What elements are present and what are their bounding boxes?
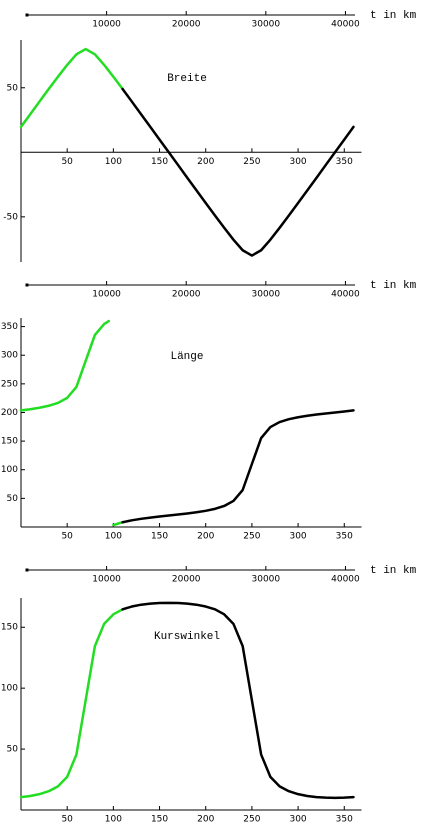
annotation: Länge — [170, 351, 203, 363]
x-tick-label: 150 — [151, 815, 168, 825]
x-tick-label: 50 — [61, 157, 73, 167]
x-tick-label: 350 — [336, 157, 353, 167]
x-tick-label: 300 — [289, 815, 306, 825]
y-tick-label: 350 — [1, 322, 18, 332]
top-tick-label: 20000 — [172, 20, 201, 30]
top-axis-origin — [25, 283, 29, 287]
top-tick-label: 30000 — [252, 290, 281, 300]
x-tick-label: 100 — [105, 532, 122, 542]
top-tick-label: 40000 — [331, 20, 360, 30]
x-tick-label: 300 — [289, 532, 306, 542]
x-tick-label: 50 — [61, 532, 73, 542]
x-tick-label: 200 — [197, 532, 214, 542]
top-tick-label: 30000 — [252, 575, 281, 585]
y-tick-label: 150 — [1, 623, 18, 633]
data-line — [121, 601, 355, 800]
top-axis-label: t in km — [370, 565, 417, 577]
top-axis-label: t in km — [370, 280, 417, 292]
x-tick-label: 250 — [243, 532, 260, 542]
y-tick-label: 100 — [1, 684, 18, 694]
data-line — [121, 409, 355, 524]
top-axis-label: t in km — [370, 10, 417, 22]
y-tick-label: 250 — [1, 379, 18, 389]
x-tick-label: 200 — [197, 815, 214, 825]
x-tick-label: 100 — [105, 157, 122, 167]
annotation: Breite — [167, 73, 207, 85]
y-tick-label: 50 — [7, 83, 19, 93]
x-tick-label: 350 — [336, 532, 353, 542]
x-tick-label: 50 — [61, 815, 73, 825]
x-tick-label: 250 — [243, 815, 260, 825]
top-tick-label: 20000 — [172, 290, 201, 300]
y-tick-label: 200 — [1, 408, 18, 418]
y-tick-label: 50 — [7, 494, 19, 504]
x-tick-label: 250 — [243, 157, 260, 167]
top-tick-label: 40000 — [331, 290, 360, 300]
top-tick-label: 20000 — [172, 575, 201, 585]
y-tick-label: -50 — [3, 212, 18, 222]
top-tick-label: 40000 — [331, 575, 360, 585]
y-tick-label: 100 — [1, 465, 18, 475]
y-tick-label: 150 — [1, 437, 18, 447]
top-tick-label: 10000 — [92, 290, 121, 300]
top-tick-label: 30000 — [252, 20, 281, 30]
y-tick-label: 300 — [1, 351, 18, 361]
data-line — [121, 87, 355, 257]
x-tick-label: 150 — [151, 532, 168, 542]
x-tick-label: 200 — [197, 157, 214, 167]
x-tick-label: 150 — [151, 157, 168, 167]
x-tick-label: 350 — [336, 815, 353, 825]
y-tick-label: 50 — [7, 745, 19, 755]
data-line — [19, 608, 124, 799]
data-line — [19, 319, 124, 527]
x-tick-label: 300 — [289, 157, 306, 167]
top-tick-label: 10000 — [92, 575, 121, 585]
annotation: Kurswinkel — [154, 631, 220, 643]
top-axis-origin — [25, 568, 29, 572]
data-line — [19, 47, 124, 129]
top-axis-origin — [25, 13, 29, 17]
x-tick-label: 100 — [105, 815, 122, 825]
top-tick-label: 10000 — [92, 20, 121, 30]
